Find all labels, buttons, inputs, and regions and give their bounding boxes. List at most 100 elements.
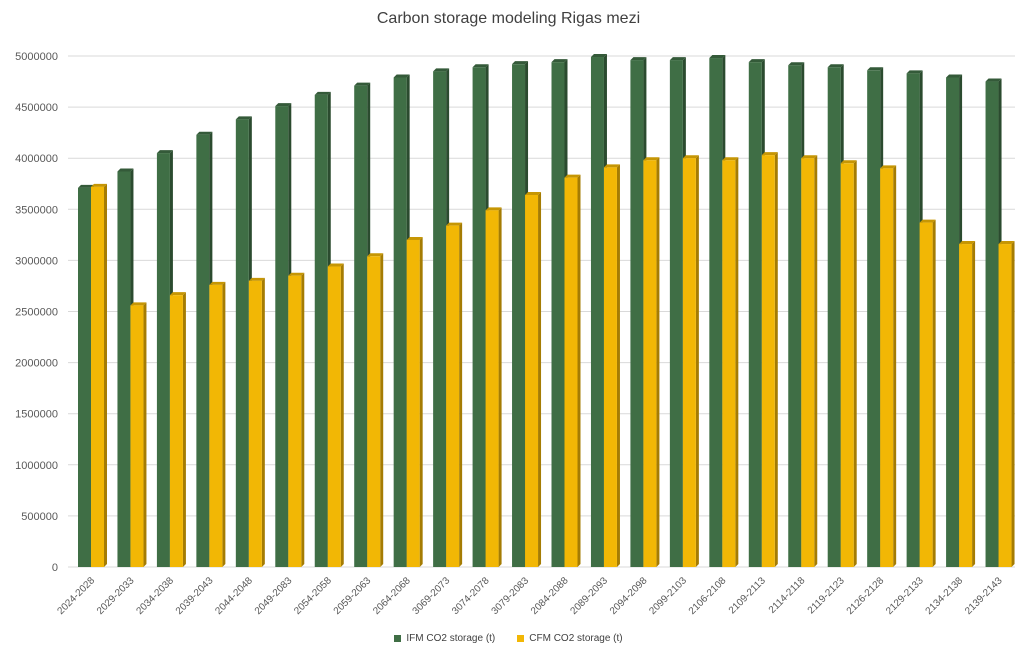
bar-cfm xyxy=(603,164,620,567)
x-tick-label: 2099-2103 xyxy=(647,575,689,617)
bar-cfm xyxy=(288,272,305,567)
bar-top xyxy=(433,68,450,72)
bar-top xyxy=(564,174,581,178)
y-tick-label: 500000 xyxy=(21,511,58,523)
bar-side xyxy=(222,281,226,567)
bar-top xyxy=(209,281,226,285)
bar-side xyxy=(656,157,660,567)
y-tick-label: 1500000 xyxy=(15,409,58,421)
bar-cfm xyxy=(525,191,542,567)
bar-top xyxy=(117,168,134,172)
bar-side xyxy=(853,160,857,567)
y-tick-label: 0 xyxy=(52,562,58,574)
bar-cfm xyxy=(801,155,818,567)
bar-front xyxy=(327,266,341,567)
bar-side xyxy=(182,292,186,567)
bar-top xyxy=(669,57,686,61)
bar-side xyxy=(735,157,739,567)
bar-top xyxy=(906,70,923,74)
bar-front xyxy=(682,158,696,567)
bar-side xyxy=(972,241,976,567)
bar-side xyxy=(616,164,620,567)
bar-front xyxy=(722,160,736,567)
bar-front xyxy=(761,155,775,567)
x-tick-label: 2029-2033 xyxy=(95,575,137,617)
bar-side xyxy=(143,302,147,567)
bar-cfm xyxy=(446,222,463,568)
bar-top xyxy=(130,302,147,306)
bar-top xyxy=(525,191,542,195)
bar-side xyxy=(774,152,778,567)
x-tick-label: 3079-2083 xyxy=(490,575,532,617)
bar-top xyxy=(840,160,857,164)
bar-top xyxy=(235,116,252,120)
x-tick-label: 2089-2093 xyxy=(568,575,610,617)
x-tick-label: 2054-2058 xyxy=(292,575,334,617)
bar-top xyxy=(919,219,936,223)
bar-top xyxy=(288,272,305,276)
bar-front xyxy=(512,64,526,568)
bar-top xyxy=(867,67,884,71)
bar-cfm xyxy=(919,219,936,567)
bar-front xyxy=(472,67,486,567)
bar-front xyxy=(248,280,262,567)
bar-front xyxy=(525,194,539,567)
bar-top xyxy=(393,74,410,78)
bar-side xyxy=(695,155,699,567)
bar-side xyxy=(498,207,502,567)
bar-front xyxy=(867,70,881,568)
x-tick-label: 2039-2043 xyxy=(174,575,216,617)
bar-side xyxy=(893,165,897,568)
bar-front xyxy=(551,62,565,568)
bar-cfm xyxy=(564,174,581,568)
bar-cfm xyxy=(643,157,660,567)
bar-top xyxy=(446,222,463,226)
bar-top xyxy=(880,165,897,169)
bar-front xyxy=(393,77,407,567)
bar-front xyxy=(590,57,604,567)
bar-top xyxy=(788,62,805,66)
x-tick-label: 2059-2063 xyxy=(332,575,374,617)
y-tick-label: 2500000 xyxy=(15,307,58,319)
x-tick-label: 2084-2088 xyxy=(529,575,571,617)
bar-top xyxy=(314,91,331,95)
bar-top xyxy=(156,150,173,154)
bar-top xyxy=(485,207,502,211)
bar-top xyxy=(959,241,976,245)
bar-side xyxy=(104,183,107,568)
bar-side xyxy=(538,191,542,567)
bar-cfm xyxy=(840,160,857,567)
bar-front xyxy=(91,186,104,568)
bar-top xyxy=(196,131,213,135)
bar-side xyxy=(459,222,463,568)
bar-front xyxy=(959,244,973,567)
bar-cfm xyxy=(169,292,186,567)
bar-cfm xyxy=(327,263,344,567)
bar-front xyxy=(130,305,144,567)
bar-top xyxy=(630,57,647,61)
bar-top xyxy=(91,183,107,187)
legend: IFM CO2 storage (t) CFM CO2 storage (t) xyxy=(0,633,1017,644)
x-tick-label: 2034-2038 xyxy=(134,575,176,617)
x-tick-label: 2106-2108 xyxy=(687,575,729,617)
bar-front xyxy=(196,134,210,567)
bar-top xyxy=(275,103,292,107)
x-tick-label: 3069-2073 xyxy=(411,575,453,617)
bars xyxy=(78,54,1015,568)
bar-front xyxy=(669,60,683,567)
bar-cfm xyxy=(682,155,699,567)
y-tick-label: 3000000 xyxy=(15,255,58,267)
bar-front xyxy=(275,106,289,567)
bar-front xyxy=(485,210,499,567)
bar-cfm xyxy=(130,302,147,567)
bar-top xyxy=(603,164,620,168)
x-tick-label: 2134-2138 xyxy=(924,575,966,617)
bar-front xyxy=(906,73,920,568)
bar-top xyxy=(472,64,489,68)
bar-side xyxy=(1011,241,1015,567)
legend-label-cfm: CFM CO2 storage (t) xyxy=(529,633,623,644)
bar-top xyxy=(590,54,607,58)
x-tick-label: 2024-2028 xyxy=(56,575,98,617)
y-axis-tick-labels: 0 500000 1000000 1500000 2000000 2500000 30000… xyxy=(15,51,58,574)
bar-front xyxy=(235,119,249,567)
